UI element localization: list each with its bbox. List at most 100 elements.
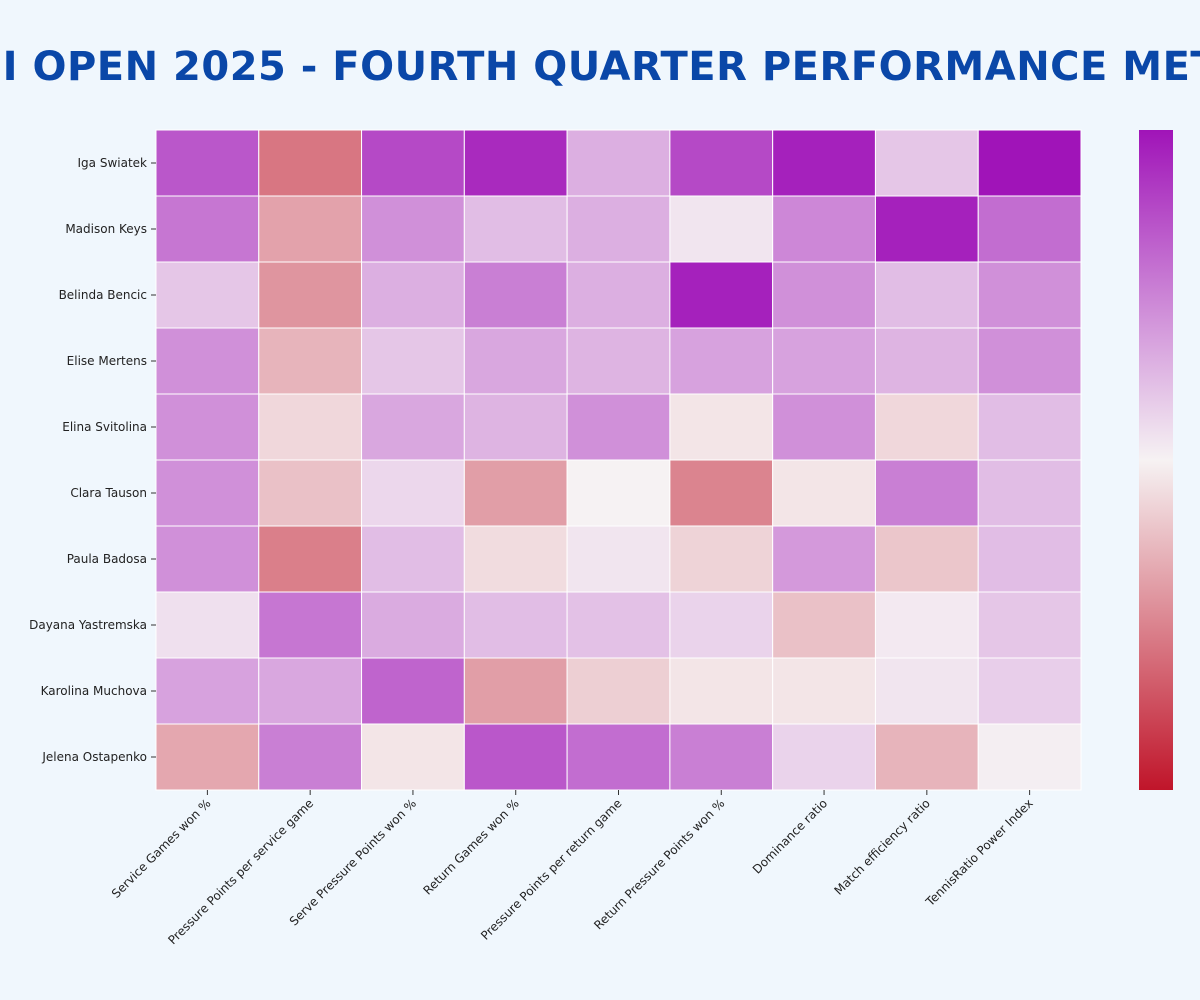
heatmap-cell [566, 459, 671, 527]
heatmap-cell [977, 261, 1082, 329]
heatmap-cell [258, 723, 363, 791]
heatmap-cell [874, 459, 979, 527]
heatmap-cell [463, 327, 568, 395]
heatmap-cell [669, 525, 774, 593]
heatmap-cell [463, 195, 568, 263]
heatmap-cell [977, 129, 1082, 197]
heatmap-cell [258, 525, 363, 593]
row-label: Dayana Yastremska [29, 618, 147, 632]
row-label: Paula Badosa [67, 552, 147, 566]
heatmap-cell [669, 657, 774, 725]
heatmap-cell [977, 459, 1082, 527]
heatmap-cell [155, 327, 260, 395]
row-label: Jelena Ostapenko [41, 750, 147, 764]
heatmap-cell [977, 657, 1082, 725]
heatmap-cell [669, 195, 774, 263]
heatmap-cell [155, 591, 260, 659]
heatmap-cell [669, 261, 774, 329]
chart-title: MIAMI OPEN 2025 - FOURTH QUARTER PERFORM… [0, 44, 1200, 90]
colorbar-gradient [1139, 130, 1173, 790]
column-label: Service Games won % [109, 796, 214, 901]
heatmap-cell [463, 129, 568, 197]
heatmap-cell [977, 525, 1082, 593]
heatmap-cell [361, 261, 465, 329]
row-label: Karolina Muchova [41, 684, 147, 698]
heatmap-cell [155, 723, 260, 791]
heatmap-cell [361, 591, 465, 659]
heatmap-cell [566, 525, 671, 593]
heatmap-cell [258, 657, 363, 725]
heatmap-cell [258, 327, 363, 395]
heatmap-cell [361, 129, 465, 197]
heatmap-cell [155, 393, 260, 461]
heatmap-cell [258, 195, 363, 263]
row-label: Belinda Bencic [59, 288, 147, 302]
heatmap-cell [566, 261, 671, 329]
heatmap-cell [772, 525, 876, 593]
heatmap-cell [155, 261, 260, 329]
heatmap-cell [874, 261, 979, 329]
row-labels: Iga Swiatek Madison Keys Belinda Bencic Eli… [29, 156, 156, 764]
heatmap-cell [874, 195, 979, 263]
row-label: Elise Mertens [67, 354, 147, 368]
heatmap-cell [772, 591, 876, 659]
heatmap-cell [361, 657, 465, 725]
heatmap-cell [772, 657, 876, 725]
heatmap-cell [977, 393, 1082, 461]
heatmap-cell [772, 327, 876, 395]
heatmap-cell [977, 195, 1082, 263]
heatmap-cell [977, 327, 1082, 395]
column-label: Dominance ratio [750, 796, 830, 876]
heatmap-cell [361, 723, 465, 791]
heatmap-cell [463, 525, 568, 593]
heatmap-cell [258, 261, 363, 329]
heatmap-cell [772, 261, 876, 329]
heatmap-cell [258, 591, 363, 659]
heatmap-cell [155, 129, 260, 197]
heatmap-cell [566, 723, 671, 791]
heatmap-cell [463, 723, 568, 791]
colorbar [1139, 130, 1173, 790]
heatmap-cell [772, 723, 876, 791]
heatmap-cell [361, 327, 465, 395]
heatmap-cell [772, 129, 876, 197]
heatmap-cell [772, 195, 876, 263]
row-label: Madison Keys [65, 222, 147, 236]
heatmap-cell [669, 327, 774, 395]
heatmap-cell [155, 525, 260, 593]
heatmap-cell [361, 525, 465, 593]
heatmap-cell [874, 591, 979, 659]
heatmap-cell [463, 657, 568, 725]
heatmap-cell [566, 129, 671, 197]
heatmap-cell [772, 393, 876, 461]
row-label: Clara Tauson [70, 486, 147, 500]
heatmap-cell [361, 459, 465, 527]
column-labels: Service Games won %Pressure Points per s… [109, 790, 1036, 947]
heatmap-cell [874, 129, 979, 197]
heatmap-cell [463, 591, 568, 659]
heatmap-cell [874, 657, 979, 725]
heatmap-cell [669, 459, 774, 527]
column-label: Return Games won % [420, 796, 521, 897]
heatmap-cell [566, 393, 671, 461]
heatmap-cell [566, 591, 671, 659]
column-label: Match efficiency ratio [831, 796, 932, 897]
heatmap-cell [874, 327, 979, 395]
heatmap-cell [566, 195, 671, 263]
row-label: Elina Svitolina [62, 420, 147, 434]
column-label: Serve Pressure Points won % [287, 796, 419, 928]
heatmap-cell [669, 129, 774, 197]
heatmap-cell [463, 261, 568, 329]
heatmap-cell [874, 723, 979, 791]
heatmap-cell [669, 591, 774, 659]
heatmap-cell [155, 459, 260, 527]
heatmap-cell [258, 393, 363, 461]
heatmap-cell [258, 459, 363, 527]
heatmap-cell [566, 327, 671, 395]
heatmap-cell [155, 195, 260, 263]
heatmap-cells [155, 129, 1082, 791]
heatmap-cell [669, 393, 774, 461]
heatmap-cell [361, 393, 465, 461]
